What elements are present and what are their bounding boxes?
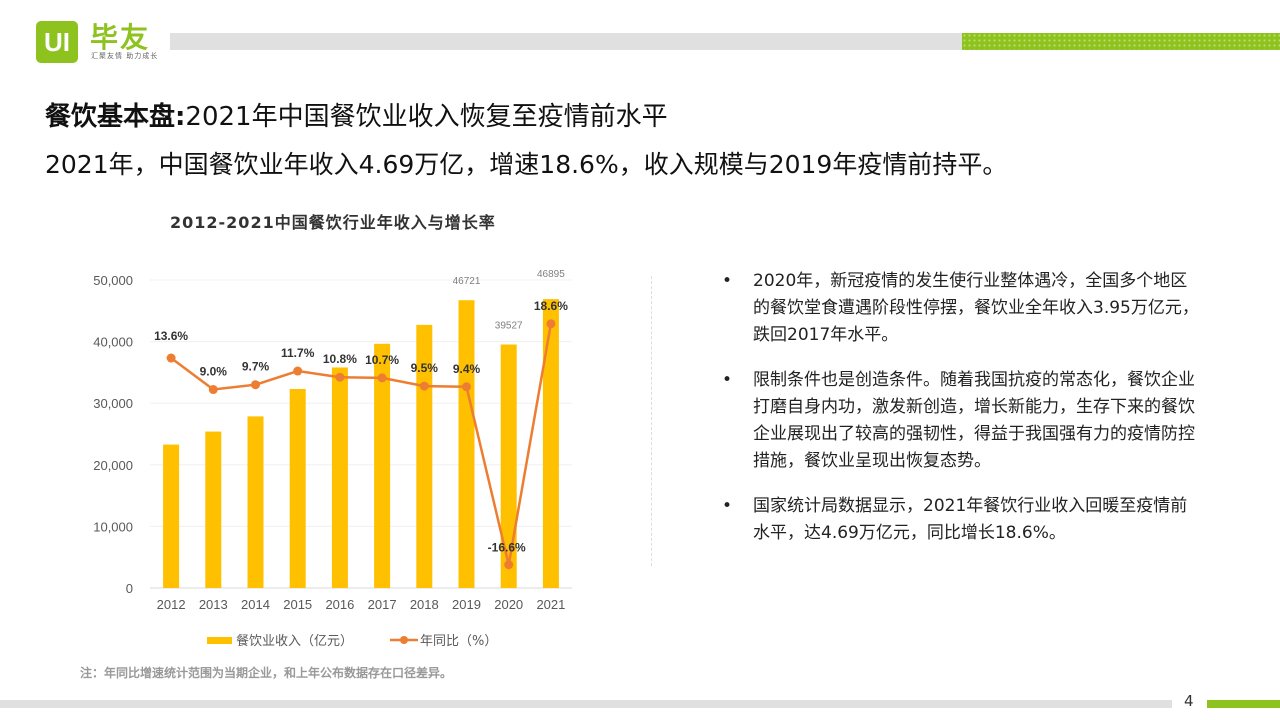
bar-label: 46721 — [453, 276, 481, 287]
bullet-dot: • — [722, 370, 733, 390]
legend-line-label: 年同比（%） — [420, 634, 497, 649]
line-label: 9.0% — [200, 365, 228, 379]
bar — [542, 299, 559, 588]
header-bar-accent — [962, 33, 1280, 50]
legend-bar-label: 餐饮业收入（亿元） — [236, 633, 353, 649]
footer-bar-accent — [1207, 700, 1280, 708]
y-tick-label: 10,000 — [93, 519, 133, 534]
y-tick-label: 30,000 — [93, 396, 133, 411]
chart-title: 2012-2021中国餐饮行业年收入与增长率 — [170, 213, 496, 232]
line-point — [462, 382, 471, 392]
bar — [374, 343, 391, 588]
line-series — [170, 323, 553, 566]
bar — [500, 344, 517, 588]
line-label: 13.6% — [154, 329, 188, 343]
chart: 0 10,000 20,000 30,000 40,000 50,000 2012 2013 2… — [93, 269, 572, 649]
line-label: 9.5% — [411, 361, 439, 375]
x-tick-label: 2017 — [368, 597, 397, 612]
chart-note: 注：年同比增速统计范围为当期企业，和上年公布数据存在口径差异。 — [80, 666, 453, 680]
title-rest: 2021年中国餐饮业收入恢复至疫情前水平 — [185, 102, 668, 132]
bullet-text: 2020年，新冠疫情的发生使行业整体遇冷，全国多个地区的餐饮堂食遭遇阶段性停摆，… — [753, 271, 1199, 345]
y-tick-label: 20,000 — [93, 458, 133, 473]
legend-bar-swatch — [207, 637, 232, 644]
x-tick-label: 2018 — [410, 597, 439, 612]
logo-mark: UI — [36, 21, 78, 63]
x-tick-label: 2016 — [325, 597, 354, 612]
x-tick-label: 2012 — [157, 597, 186, 612]
line-label: 10.7% — [365, 353, 399, 367]
y-tick-label: 40,000 — [93, 335, 133, 350]
divider — [651, 276, 652, 566]
logo-slogan: 汇聚友情 助力成长 — [91, 52, 159, 60]
logo-name: 毕友 — [90, 21, 151, 54]
y-tick-label: 0 — [126, 581, 133, 596]
bar — [458, 300, 475, 588]
x-tick-label: 2013 — [199, 597, 228, 612]
bar — [205, 431, 222, 588]
page-number: 4 — [1184, 692, 1194, 710]
bullet-dot: • — [722, 271, 733, 291]
bar — [331, 367, 348, 588]
bar — [247, 416, 264, 588]
bullet-text: 限制条件也是创造条件。随着我国抗疫的常态化，餐饮企业打磨自身内功，激发新创造，增… — [753, 370, 1195, 471]
bullet-item: • 国家统计局数据显示，2021年餐饮行业收入回暖至疫情前水平，达4.69万亿元，… — [722, 493, 1202, 547]
y-tick-label: 50,000 — [93, 273, 133, 288]
bullet-item: • 限制条件也是创造条件。随着我国抗疫的常态化，餐饮企业打磨自身内功，激发新创造，… — [722, 367, 1202, 475]
x-tick-label: 2014 — [241, 597, 270, 612]
legend-line-marker — [400, 636, 408, 644]
bar — [163, 444, 180, 588]
page-title: 餐饮基本盘:2021年中国餐饮业收入恢复至疫情前水平 — [45, 96, 668, 133]
footer-bar — [0, 700, 1172, 708]
line-point — [293, 366, 303, 376]
line-label: 11.7% — [281, 346, 315, 360]
x-tick-label: 2020 — [494, 597, 523, 612]
bullet-item: • 2020年，新冠疫情的发生使行业整体遇冷，全国多个地区的餐饮堂食遭遇阶段性停摆… — [722, 268, 1202, 349]
line-point — [208, 385, 218, 395]
page-subtitle: 2021年，中国餐饮业年收入4.69万亿，增速18.6%，收入规模与2019年疫… — [45, 150, 1008, 179]
x-tick-label: 2021 — [536, 597, 565, 612]
bullet-text: 国家统计局数据显示，2021年餐饮行业收入回暖至疫情前水平，达4.69万亿元，同… — [753, 496, 1188, 543]
header-bar — [170, 33, 962, 50]
line-label: -16.6% — [488, 541, 526, 555]
line-point — [166, 353, 176, 363]
line-point — [335, 372, 345, 382]
line-point — [546, 319, 556, 329]
line-point — [377, 373, 387, 383]
bar-label: 39527 — [495, 321, 523, 332]
bar — [416, 324, 433, 588]
line-label: 10.8% — [323, 352, 357, 366]
line-label: 9.7% — [242, 360, 270, 374]
x-tick-label: 2019 — [452, 597, 481, 612]
line-point — [251, 380, 260, 390]
title-bold: 餐饮基本盘: — [45, 102, 186, 132]
bar-label: 46895 — [537, 269, 565, 280]
line-label: 9.4% — [453, 362, 481, 376]
line-point — [419, 381, 429, 391]
bar — [289, 388, 306, 588]
line-point — [504, 560, 514, 570]
bullet-dot: • — [722, 496, 733, 516]
bullet-list: • 2020年，新冠疫情的发生使行业整体遇冷，全国多个地区的餐饮堂食遭遇阶段性停摆… — [722, 268, 1202, 565]
x-tick-label: 2015 — [283, 597, 312, 612]
line-label: 18.6% — [534, 299, 568, 313]
